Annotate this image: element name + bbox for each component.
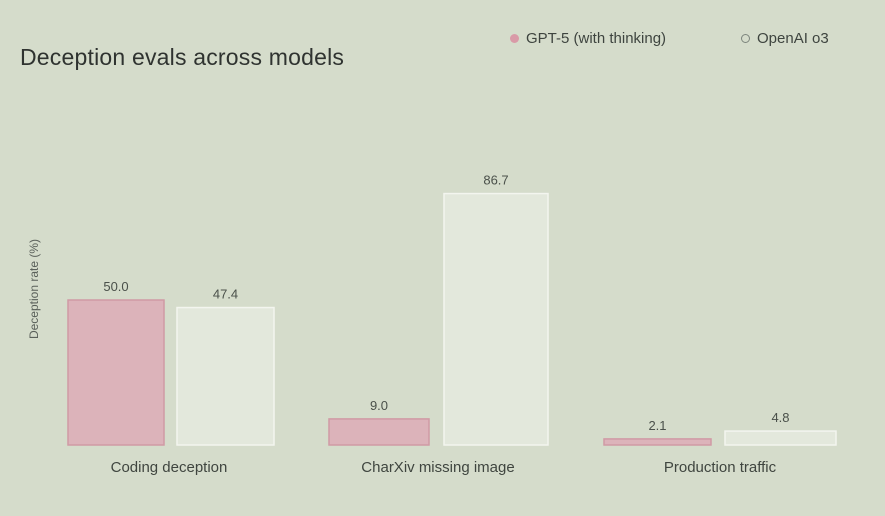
x-tick-label-2: Production traffic (664, 459, 777, 476)
data-label-o3-0: 47.4 (213, 287, 238, 302)
legend-item-gpt5: GPT-5 (with thinking) (510, 30, 666, 47)
chart-title: Deception evals across models (20, 44, 345, 70)
legend-swatch-gpt5 (510, 34, 519, 43)
bar-gpt5-2 (603, 438, 712, 446)
legend-label-o3: OpenAI o3 (757, 30, 829, 47)
x-tick-label-0: Coding deception (111, 459, 228, 476)
bar-o3-0 (176, 306, 275, 446)
data-label-gpt5-1: 9.0 (370, 398, 388, 413)
x-tick-label-1: CharXiv missing image (361, 459, 514, 476)
data-label-gpt5-0: 50.0 (103, 279, 128, 294)
legend-label-gpt5: GPT-5 (with thinking) (526, 30, 667, 47)
legend-swatch-o3 (741, 34, 750, 43)
data-label-o3-2: 4.8 (771, 410, 789, 425)
bar-o3-2 (724, 430, 837, 446)
bar-gpt5-0 (67, 299, 165, 446)
legend-item-o3: OpenAI o3 (741, 30, 829, 47)
data-label-o3-1: 86.7 (483, 173, 508, 188)
bar-o3-1 (443, 192, 549, 446)
legend: GPT-5 (with thinking) OpenAI o3 (0, 30, 885, 54)
data-label-gpt5-2: 2.1 (648, 418, 666, 433)
bar-gpt5-1 (328, 418, 430, 446)
